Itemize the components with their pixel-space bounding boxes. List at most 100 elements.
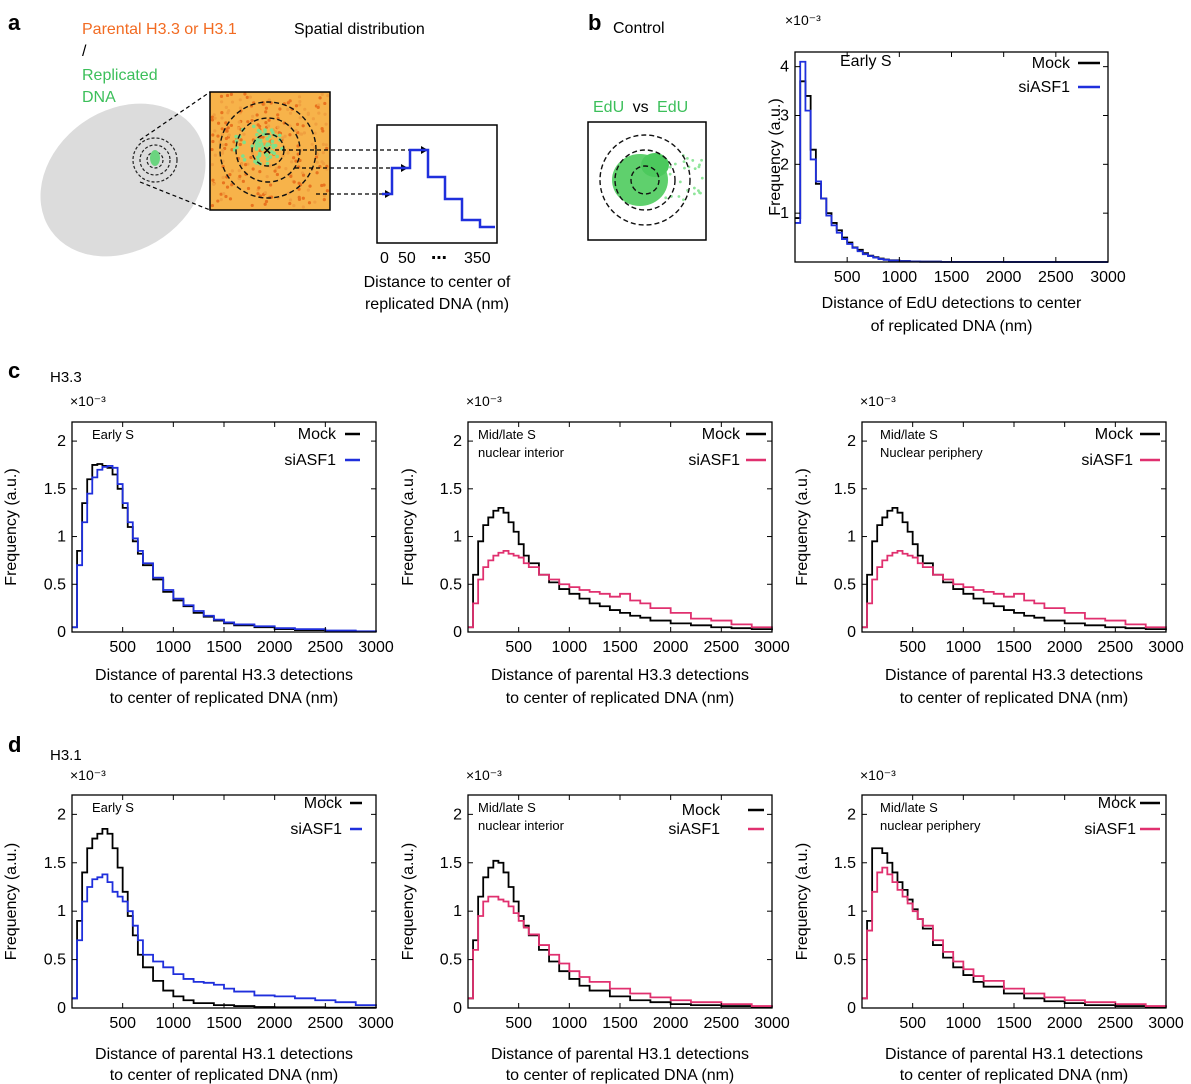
x-tick-label: 500 <box>505 639 532 656</box>
x-axis-label-line1: Distance of parental H3.3 detections <box>885 667 1143 684</box>
chart-annotation: Mid/late S <box>880 800 938 815</box>
panel-b-letter: b <box>588 10 601 35</box>
y-tick-label: 1 <box>453 529 462 546</box>
x-tick-label: 2500 <box>1098 639 1134 656</box>
x-axis-label-line1: Distance of parental H3.3 detections <box>95 667 353 684</box>
edu-label-1: EdU <box>593 99 624 116</box>
chart-d3: 500 1000 1500 2000 2500 3000 0 0.5 1 1.5 2 ×10⁻³ Fre… <box>794 767 1184 1084</box>
y-tick-label: 1 <box>780 205 789 222</box>
y-tick-label: 1.5 <box>440 481 462 498</box>
y-exponent-label: ×10⁻³ <box>466 767 502 783</box>
chart-annotation: Nuclear periphery <box>880 445 983 460</box>
y-axis-label: Frequency (a.u.) <box>400 843 417 960</box>
profile-arrows <box>275 149 428 195</box>
legend-label-mock: Mock <box>682 802 721 819</box>
legend-label-mock: Mock <box>298 426 337 443</box>
y-axis-label: Frequency (a.u.) <box>400 468 417 585</box>
radial-profile <box>376 124 498 244</box>
x-tick-label: 500 <box>834 269 861 286</box>
charts: 500 1000 1500 2000 2500 30001234×10⁻³Frequenc… <box>3 12 1184 1084</box>
x-axis-label-line2: to center of replicated DNA (nm) <box>900 690 1129 707</box>
x-tick-label: 2000 <box>653 1015 689 1032</box>
x-tick-label: 2500 <box>1098 1015 1134 1032</box>
chart-annotation: Mid/late S <box>478 800 536 815</box>
y-tick-label: 1 <box>57 529 66 546</box>
y-tick-label: 2 <box>57 806 66 823</box>
x-tick-label: 1000 <box>552 1015 588 1032</box>
x-axis-label-line2: to center of replicated DNA (nm) <box>506 1067 735 1084</box>
panel-b-subtitle: Control <box>613 20 665 37</box>
x-tick-label: 2000 <box>257 639 293 656</box>
series-line-siasf1 <box>72 465 377 633</box>
y-tick-label: 2 <box>780 156 789 173</box>
series-line-siasf1 <box>468 549 773 629</box>
legend-label-siasf1: siASF1 <box>1018 79 1070 96</box>
legend-label-siasf1: siASF1 <box>688 452 740 469</box>
legend-label-mock: Mock <box>1095 426 1134 443</box>
y-tick-label: 1 <box>453 903 462 920</box>
x-tick-label: 3000 <box>754 639 790 656</box>
panel-d-label: H3.1 <box>50 747 82 764</box>
x-tick-label: 1500 <box>996 1015 1032 1032</box>
x-tick-label: 1000 <box>946 639 982 656</box>
x-tick-label: 1000 <box>552 639 588 656</box>
y-tick-label: 0 <box>847 624 856 641</box>
y-tick-label: 1.5 <box>44 481 66 498</box>
y-tick-label: 0.5 <box>440 952 462 969</box>
chart-annotation: nuclear interior <box>478 818 565 833</box>
y-tick-label: 0.5 <box>834 952 856 969</box>
x-axis-label-line1: Distance of parental H3.3 detections <box>491 667 749 684</box>
y-tick-label: 3 <box>780 107 789 124</box>
y-tick-label: 1.5 <box>44 855 66 872</box>
panel-d-letter: d <box>8 732 21 757</box>
nucleus-ellipse <box>40 103 206 257</box>
x-tick-label: 500 <box>109 1015 136 1032</box>
x-tick-label: 3000 <box>1148 639 1184 656</box>
y-tick-label: 2 <box>57 433 66 450</box>
x-tick-label: 1000 <box>156 639 192 656</box>
x-axis-label-line2: to center of replicated DNA (nm) <box>110 1067 339 1084</box>
x-tick-label: 2000 <box>986 269 1022 286</box>
legend-label-mock: Mock <box>304 795 343 812</box>
legend-replicated-line1: Replicated <box>82 67 158 84</box>
x-axis-label-line2: to center of replicated DNA (nm) <box>110 690 339 707</box>
x-axis-label-line1: Distance of parental H3.1 detections <box>95 1046 353 1063</box>
y-axis-label: Frequency (a.u.) <box>794 843 811 960</box>
y-tick-label: 0.5 <box>44 576 66 593</box>
legend-replicated-line2: DNA <box>82 89 116 106</box>
vs-label: vs <box>633 99 649 116</box>
legend-label-siasf1: siASF1 <box>290 821 342 838</box>
y-tick-label: 0.5 <box>440 576 462 593</box>
x-axis-label-line2: to center of replicated DNA (nm) <box>506 690 735 707</box>
chart-annotation: Mid/late S <box>880 427 938 442</box>
edu-label-2: EdU <box>657 99 688 116</box>
y-tick-label: 0 <box>847 1000 856 1017</box>
y-tick-label: 1.5 <box>440 855 462 872</box>
chart-c3: 500 1000 1500 2000 2500 3000 0 0.5 1 1.5 2 ×10⁻³ Fre… <box>794 393 1184 707</box>
y-tick-label: 0 <box>453 1000 462 1017</box>
y-tick-label: 0.5 <box>44 952 66 969</box>
panel-c-letter: c <box>8 358 20 383</box>
x-tick-label: 2000 <box>257 1015 293 1032</box>
y-tick-label: 2 <box>453 433 462 450</box>
x-tick-label: 3000 <box>1090 269 1126 286</box>
chart-annotation: nuclear interior <box>478 445 565 460</box>
x-tick-label: 1500 <box>602 1015 638 1032</box>
y-axis-label: Frequency (a.u.) <box>3 843 20 960</box>
profile-tick-ellipsis: ⋯ <box>431 250 447 267</box>
chart-c2: 500 1000 1500 2000 2500 3000 0 0.5 1 1.5 2 ×10⁻³ Fre… <box>400 393 790 707</box>
x-tick-label: 2500 <box>704 639 740 656</box>
x-tick-label: 1500 <box>206 1015 242 1032</box>
profile-xlabel-line1: Distance to center of <box>364 274 511 291</box>
y-tick-label: 4 <box>780 59 789 76</box>
edu-vs-edu-label: EdU vs EdU <box>593 99 688 116</box>
legend-label-siasf1: siASF1 <box>284 452 336 469</box>
chart-annotation: Early S <box>840 53 892 70</box>
chart-b: 500 1000 1500 2000 2500 3000 1 2 3 4 ×10⁻³ Frequenc… <box>767 12 1126 335</box>
replication-focus <box>132 137 178 183</box>
legend-label-mock: Mock <box>1098 795 1137 812</box>
y-axis-label: Frequency (a.u.) <box>767 98 784 215</box>
x-tick-label: 3000 <box>358 639 394 656</box>
zoomed-localization-image: × <box>209 91 331 211</box>
y-tick-label: 1.5 <box>834 481 856 498</box>
